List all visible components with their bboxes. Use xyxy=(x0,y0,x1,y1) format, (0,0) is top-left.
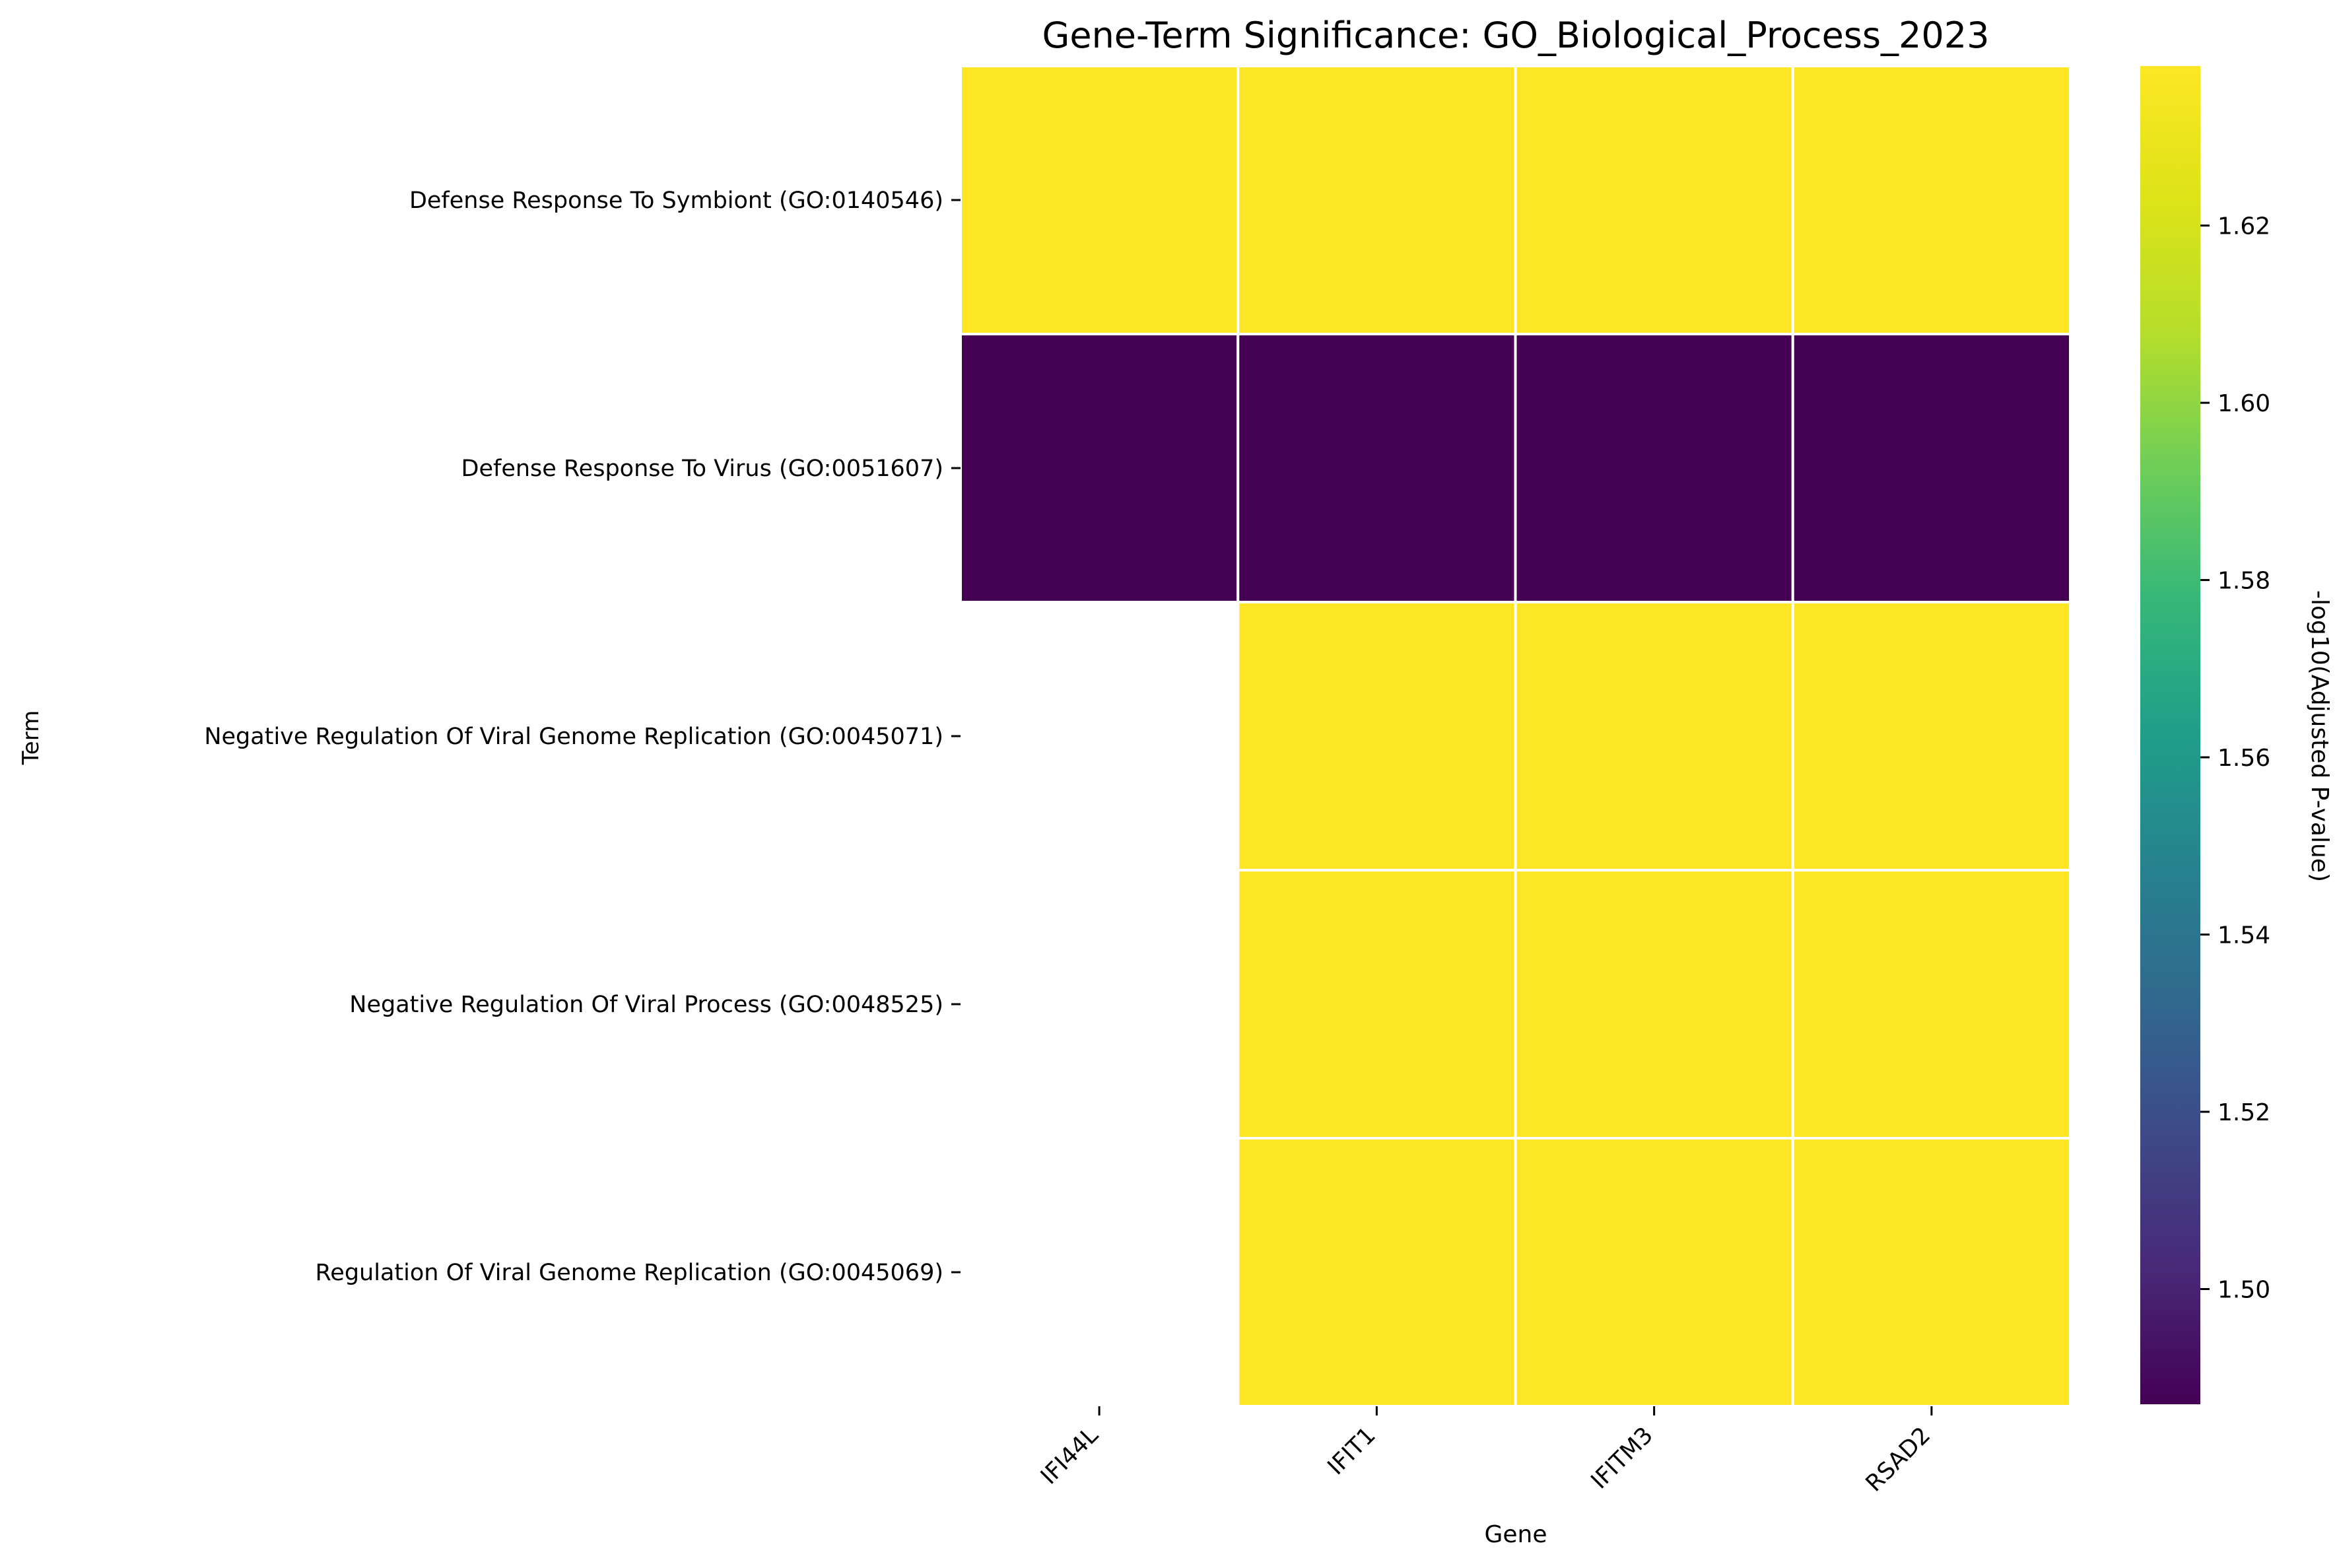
heatmap-cell xyxy=(1236,65,1517,335)
colorbar-label: -log10(Adjusted P-value) xyxy=(2306,590,2333,882)
colorbar-tick-label: 1.62 xyxy=(2217,213,2270,240)
y-axis-label: Term xyxy=(18,710,44,765)
heatmap-cell xyxy=(1236,601,1517,871)
colorbar-tick-label: 1.58 xyxy=(2217,568,2270,595)
x-tick-label: IFIT1 xyxy=(1323,1422,1381,1480)
heatmap-cell xyxy=(1236,869,1517,1140)
heatmap-cell xyxy=(1514,1137,1794,1408)
y-tick-label: Regulation Of Viral Genome Replication (… xyxy=(316,1260,943,1286)
heatmap-cell xyxy=(1791,333,2072,603)
y-tick-label: Defense Response To Virus (GO:0051607) xyxy=(461,456,943,482)
heatmap-cell xyxy=(1514,65,1794,335)
y-tick-label: Defense Response To Symbiont (GO:0140546… xyxy=(409,187,943,214)
y-tick-label: Negative Regulation Of Viral Genome Repl… xyxy=(204,724,943,750)
heatmap-cell xyxy=(959,333,1240,603)
heatmap-cell xyxy=(1791,869,2072,1140)
x-axis: IFI44L IFIT1 IFITM3 RSAD2 xyxy=(1036,1406,1936,1497)
y-tick-label: Negative Regulation Of Viral Process (GO… xyxy=(349,992,943,1018)
colorbar-tick-label: 1.56 xyxy=(2217,745,2270,772)
x-tick-label: RSAD2 xyxy=(1861,1422,1936,1497)
heatmap-cell xyxy=(959,65,1240,335)
heatmap-cell xyxy=(1514,601,1794,871)
heatmap-cell xyxy=(1791,601,2072,871)
colorbar-tick-label: 1.54 xyxy=(2217,922,2270,949)
chart-title: Gene-Term Significance: GO_Biological_Pr… xyxy=(1042,15,1990,56)
heatmap-cell xyxy=(1514,869,1794,1140)
colorbar-tick-label: 1.50 xyxy=(2217,1276,2270,1303)
heatmap-cells xyxy=(959,65,2072,1408)
colorbar-tick-label: 1.52 xyxy=(2217,1099,2270,1126)
heatmap-cell xyxy=(1236,1137,1517,1408)
heatmap-cell xyxy=(1514,333,1794,603)
heatmap-cell xyxy=(1236,333,1517,603)
colorbar: 1.50 1.52 1.54 1.56 1.58 1.60 1.62 xyxy=(2140,66,2270,1404)
x-tick-label: IFI44L xyxy=(1036,1422,1104,1490)
y-axis: Defense Response To Symbiont (GO:0140546… xyxy=(204,187,961,1286)
colorbar-tick-label: 1.60 xyxy=(2217,390,2270,417)
x-axis-label: Gene xyxy=(1484,1521,1547,1548)
colorbar-gradient xyxy=(2140,66,2200,1404)
heatmap-cell xyxy=(1791,1137,2072,1408)
x-tick-label: IFITM3 xyxy=(1586,1422,1658,1494)
heatmap-cell xyxy=(1791,65,2072,335)
